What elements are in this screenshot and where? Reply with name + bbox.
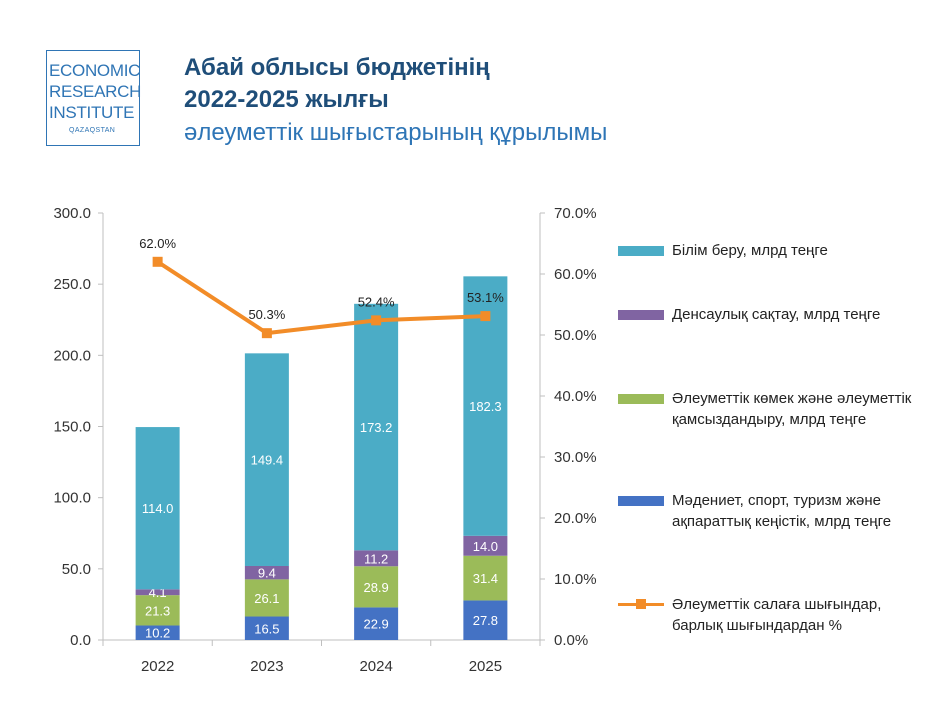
legend-marker bbox=[636, 599, 646, 609]
data-label: 14.0 bbox=[473, 539, 498, 554]
line-point-label: 53.1% bbox=[467, 290, 504, 305]
data-label: 11.2 bbox=[364, 551, 388, 566]
data-label: 182.3 bbox=[469, 399, 502, 414]
chart-subtitle: әлеуметтік шығыстарының құрылымы bbox=[184, 119, 608, 146]
legend-label: Білім беру, млрд теңге bbox=[672, 242, 828, 259]
data-label: 21.3 bbox=[145, 603, 170, 618]
data-label: 22.9 bbox=[363, 617, 388, 632]
y2-tick-label: 20.0% bbox=[554, 510, 597, 527]
x-tick-label: 2023 bbox=[250, 658, 283, 675]
title-line-2: 2022-2025 жылғы bbox=[184, 86, 389, 113]
y-tick-label: 250.0 bbox=[53, 276, 91, 293]
line-point-label: 50.3% bbox=[248, 307, 285, 322]
chart-title: Абай облысы бюджетінің 2022-2025 жылғы ә… bbox=[184, 52, 607, 150]
bar-segment bbox=[135, 625, 180, 640]
x-tick-label: 2025 bbox=[469, 658, 502, 675]
legend-label: Денсаулық сақтау, млрд теңге bbox=[672, 306, 881, 323]
legend-label: Мәдениет, спорт, туризм және ақпараттық … bbox=[672, 492, 892, 530]
line-point-marker bbox=[261, 328, 272, 339]
data-label: 114.0 bbox=[142, 501, 174, 516]
bar-segment bbox=[463, 535, 508, 556]
data-label: 31.4 bbox=[473, 571, 498, 586]
legend-label: Әлеуметтік салаға шығындар, барлық шығын… bbox=[672, 596, 882, 634]
bar-segment bbox=[354, 303, 399, 551]
logo: ECONOMIC RESEARCH INSTITUTE QAZAQSTAN bbox=[46, 50, 142, 146]
data-label: 10.2 bbox=[145, 626, 170, 641]
bar-segment bbox=[135, 427, 180, 590]
logo-line-qazaqstan: QAZAQSTAN bbox=[69, 127, 116, 134]
y-tick-label: 300.0 bbox=[53, 205, 91, 222]
y-tick-label: 0.0 bbox=[70, 632, 91, 649]
data-label: 173.2 bbox=[360, 420, 393, 435]
data-label: 28.9 bbox=[363, 580, 388, 595]
y2-tick-label: 0.0% bbox=[554, 632, 588, 649]
bar-segment bbox=[244, 353, 289, 566]
y2-tick-label: 70.0% bbox=[554, 205, 597, 222]
data-label: 9.4 bbox=[258, 566, 276, 581]
logo-line-economic: ECONOMIC bbox=[49, 61, 141, 80]
line-point-label: 52.4% bbox=[358, 294, 395, 309]
y-tick-label: 50.0 bbox=[62, 561, 91, 578]
y2-tick-label: 10.0% bbox=[554, 571, 597, 588]
y-tick-label: 100.0 bbox=[53, 490, 91, 507]
bar-segment bbox=[463, 600, 508, 640]
line-series-path bbox=[156, 260, 486, 336]
bar-segment bbox=[354, 566, 399, 608]
bar-segment bbox=[244, 565, 289, 580]
y-tick-label: 150.0 bbox=[53, 419, 91, 436]
x-tick-label: 2024 bbox=[359, 658, 392, 675]
title-line-1: Абай облысы бюджетінің bbox=[184, 54, 490, 81]
y2-tick-label: 50.0% bbox=[554, 327, 597, 344]
bar-segment bbox=[354, 607, 399, 640]
data-label: 149.4 bbox=[251, 453, 284, 468]
bar-segment bbox=[244, 616, 289, 640]
logo-line-research: RESEARCH bbox=[49, 82, 142, 101]
line-point-marker bbox=[152, 256, 163, 267]
legend-swatch bbox=[618, 310, 664, 320]
y-tick-label: 200.0 bbox=[53, 347, 91, 364]
legend-swatch bbox=[618, 496, 664, 506]
bar-segment bbox=[354, 550, 399, 567]
bar-segment bbox=[463, 555, 508, 601]
y2-tick-label: 30.0% bbox=[554, 449, 597, 466]
line-point-marker bbox=[371, 315, 382, 326]
data-label: 26.1 bbox=[254, 591, 279, 606]
data-label: 16.5 bbox=[254, 621, 279, 636]
line-point-marker bbox=[480, 311, 491, 322]
data-label: 27.8 bbox=[473, 613, 498, 628]
logo-line-institute: INSTITUTE bbox=[49, 103, 135, 122]
legend-swatch bbox=[618, 394, 664, 404]
line-point-label: 62.0% bbox=[139, 236, 176, 251]
bar-segment bbox=[135, 589, 180, 596]
y2-tick-label: 60.0% bbox=[554, 266, 597, 283]
legend-label: Әлеуметтік көмек және әлеуметтік қамсызд… bbox=[672, 390, 912, 428]
bar-segment bbox=[135, 595, 180, 626]
y2-tick-label: 40.0% bbox=[554, 388, 597, 405]
legend-swatch bbox=[618, 246, 664, 256]
x-tick-label: 2022 bbox=[141, 658, 174, 675]
bar-segment bbox=[244, 579, 289, 617]
